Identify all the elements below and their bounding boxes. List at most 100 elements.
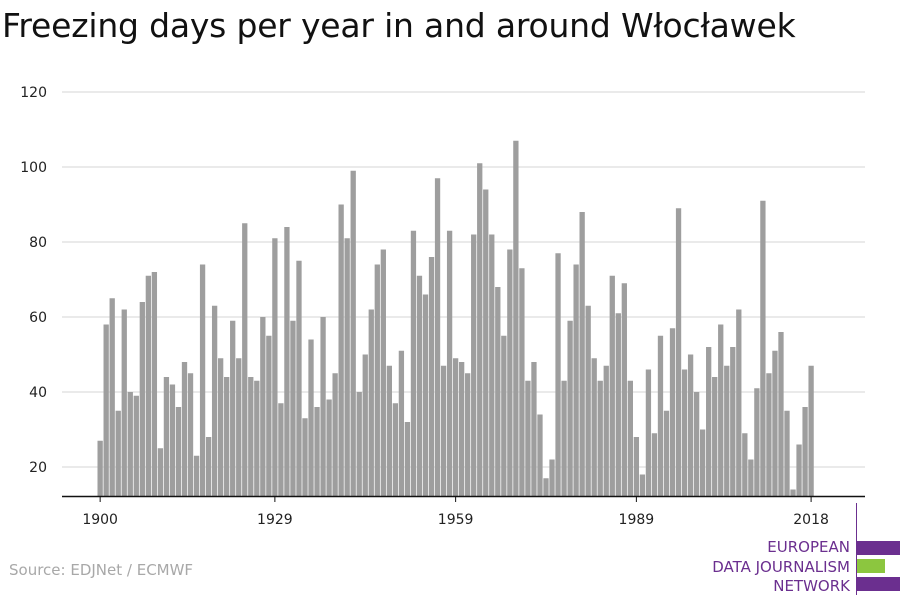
bar-1932 [290,320,296,496]
bar-1999 [693,392,700,496]
bar-1902 [109,298,115,496]
bar-2010 [760,200,766,496]
y-tick-label-60: 60 [29,310,47,326]
bar-1990 [639,474,646,496]
bar-1934 [302,418,308,496]
bar-1967 [501,335,507,496]
bar-1980 [579,212,585,496]
bar-1914 [181,362,188,496]
bar-1935 [308,339,314,496]
bar-1988 [627,380,633,496]
bar-1985 [609,275,615,496]
bar-1979 [573,264,579,496]
bar-1973 [537,414,543,496]
bar-1929 [272,238,278,496]
bar-1946 [374,264,380,496]
bar-1987 [621,283,627,496]
bar-1981 [585,305,591,496]
bar-1925 [248,377,254,496]
bar-1994 [663,410,670,496]
bar-1991 [645,369,652,496]
bar-2000 [700,429,706,496]
bar-2014 [784,410,790,496]
bar-1910 [157,448,164,496]
bar-1970 [519,268,525,496]
bar-2018 [808,365,814,496]
bar-1993 [657,335,664,496]
bar-2012 [772,350,778,496]
bar-1949 [392,403,399,496]
bar-1955 [428,257,435,496]
bar-1936 [314,407,320,496]
bar-1975 [549,459,555,496]
bar-2017 [802,407,808,496]
bar-1952 [410,230,417,496]
bar-1959 [452,358,459,496]
x-axis: 1900 1929 1959 1989 2018 [62,495,865,528]
bar-1957 [440,365,447,496]
bar-1908 [145,275,151,496]
bar-1971 [525,380,531,496]
bar-1906 [133,395,139,496]
y-tick-label-100: 100 [20,160,47,176]
bar-1941 [344,238,350,496]
bar-1942 [350,170,356,496]
bar-1940 [338,204,344,496]
bar-2002 [712,377,718,496]
bar-1976 [555,253,561,496]
logo-text-data-journalism: DATA JOURNALISM [712,558,850,576]
bar-1964 [483,189,489,496]
bar-1915 [187,373,194,496]
logo-divider [856,503,857,595]
bar-2009 [754,388,760,496]
y-axis-ticks: 20 40 60 80 100 120 [20,85,47,476]
bar-1984 [603,365,609,496]
bar-1947 [380,249,386,496]
bar-1903 [115,410,121,496]
x-tick-label-1989: 1989 [619,512,655,528]
bar-1950 [398,350,405,496]
bar-1961 [465,373,471,496]
logo-bar-purple-bottom [857,577,900,591]
bar-1933 [296,260,302,496]
x-tick-label-1900: 1900 [82,512,118,528]
bar-1960 [459,362,465,496]
bar-1986 [615,313,621,496]
bar-1922 [230,320,236,496]
bar-2006 [736,309,742,496]
bar-1995 [669,328,676,496]
bar-1978 [567,320,573,496]
y-tick-label-20: 20 [29,460,47,476]
y-tick-label-120: 120 [20,85,47,101]
x-tick-label-1929: 1929 [257,512,293,528]
bar-1982 [591,358,597,496]
bar-1966 [495,287,501,496]
bar-1918 [205,437,212,496]
bar-2016 [796,444,802,496]
edjnet-logo[interactable]: EUROPEAN DATA JOURNALISM NETWORK [700,503,900,597]
bar-1996 [675,208,682,496]
bar-1951 [404,422,411,496]
bar-1930 [278,403,284,496]
bar-1923 [236,358,242,496]
bar-1924 [242,223,248,496]
bar-1956 [434,178,441,496]
bar-1965 [489,234,495,496]
bar-1931 [284,227,290,496]
bar-2005 [730,347,736,496]
bar-1983 [597,380,603,496]
bar-1912 [169,384,176,496]
bar-1989 [633,437,640,496]
bar-1969 [513,140,519,496]
bar-1997 [681,369,688,496]
bar-1937 [320,317,326,496]
bar-1911 [163,377,170,496]
bar-1948 [386,365,392,496]
bar-2013 [778,332,784,496]
bar-1920 [218,358,224,496]
bar-1974 [543,478,549,496]
bar-1977 [561,380,567,496]
bar-1909 [151,272,158,496]
logo-text-network: NETWORK [773,577,850,595]
bar-2008 [748,459,754,496]
